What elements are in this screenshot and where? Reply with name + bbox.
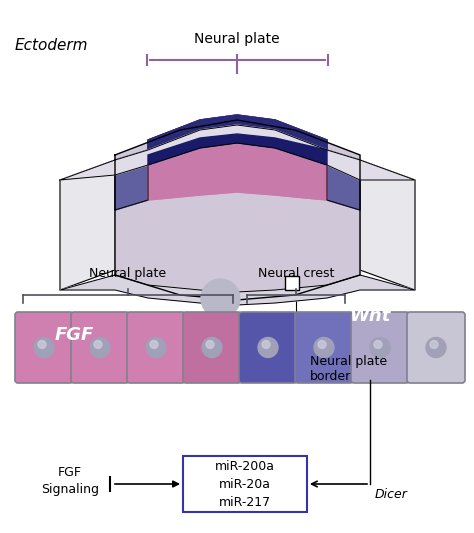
Circle shape [146, 337, 166, 358]
Polygon shape [327, 150, 360, 210]
Polygon shape [115, 150, 148, 210]
Circle shape [206, 341, 214, 349]
Circle shape [202, 337, 222, 358]
Text: FGF
Signaling: FGF Signaling [41, 466, 99, 496]
Text: Neural plate: Neural plate [90, 267, 166, 280]
Polygon shape [50, 315, 440, 365]
FancyBboxPatch shape [239, 312, 297, 383]
Polygon shape [60, 275, 415, 305]
Circle shape [430, 341, 438, 349]
Polygon shape [60, 125, 415, 180]
Circle shape [370, 337, 390, 358]
FancyBboxPatch shape [71, 312, 129, 383]
Text: Neural crest: Neural crest [258, 267, 334, 280]
FancyBboxPatch shape [351, 312, 409, 383]
Circle shape [426, 337, 446, 358]
Circle shape [34, 337, 54, 358]
Polygon shape [360, 160, 415, 290]
FancyBboxPatch shape [15, 312, 73, 383]
Polygon shape [148, 115, 327, 200]
Circle shape [258, 337, 278, 358]
Polygon shape [148, 134, 327, 165]
Circle shape [38, 341, 46, 349]
Circle shape [94, 341, 102, 349]
Circle shape [90, 337, 110, 358]
FancyBboxPatch shape [295, 312, 353, 383]
Text: Wnt: Wnt [348, 307, 390, 325]
Polygon shape [60, 160, 115, 290]
Text: Dicer: Dicer [375, 488, 408, 500]
Circle shape [314, 337, 334, 358]
Circle shape [150, 341, 158, 349]
Text: Neural plate: Neural plate [194, 32, 280, 46]
Circle shape [374, 341, 382, 349]
Text: miR-200a
miR-20a
miR-217: miR-200a miR-20a miR-217 [215, 459, 275, 508]
Text: Ectoderm: Ectoderm [15, 38, 89, 53]
FancyBboxPatch shape [127, 312, 185, 383]
Text: FGF: FGF [55, 326, 94, 344]
Circle shape [262, 341, 270, 349]
FancyBboxPatch shape [183, 312, 241, 383]
Polygon shape [115, 150, 148, 210]
FancyBboxPatch shape [407, 312, 465, 383]
Polygon shape [327, 150, 360, 210]
Polygon shape [148, 115, 327, 155]
FancyBboxPatch shape [183, 456, 307, 512]
Polygon shape [148, 115, 327, 200]
Polygon shape [30, 315, 430, 365]
Polygon shape [115, 120, 360, 300]
Circle shape [202, 280, 238, 316]
Circle shape [318, 341, 326, 349]
Text: Neural plate
border: Neural plate border [310, 355, 387, 383]
Bar [285, 276, 299, 290]
Polygon shape [148, 115, 327, 155]
